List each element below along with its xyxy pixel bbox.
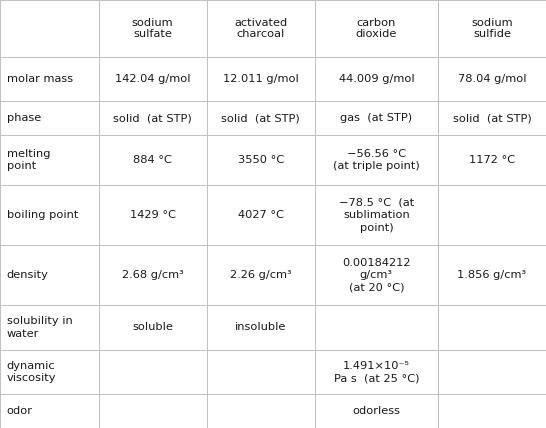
- Text: 1.491×10⁻⁵
Pa s  (at 25 °C): 1.491×10⁻⁵ Pa s (at 25 °C): [334, 361, 419, 383]
- Text: carbon
dioxide: carbon dioxide: [355, 18, 397, 39]
- Text: 44.009 g/mol: 44.009 g/mol: [339, 74, 414, 84]
- Text: 78.04 g/mol: 78.04 g/mol: [458, 74, 526, 84]
- Text: 0.00184212
g/cm³
(at 20 °C): 0.00184212 g/cm³ (at 20 °C): [342, 258, 411, 293]
- Text: density: density: [7, 270, 49, 280]
- Text: solid  (at STP): solid (at STP): [114, 113, 192, 123]
- Text: odorless: odorless: [352, 406, 400, 416]
- Text: phase: phase: [7, 113, 41, 123]
- Text: sodium
sulfate: sodium sulfate: [132, 18, 174, 39]
- Text: boiling point: boiling point: [7, 210, 78, 220]
- Text: −78.5 °C  (at
sublimation
point): −78.5 °C (at sublimation point): [339, 198, 414, 233]
- Text: 2.68 g/cm³: 2.68 g/cm³: [122, 270, 183, 280]
- Text: solid  (at STP): solid (at STP): [221, 113, 300, 123]
- Text: 1429 °C: 1429 °C: [130, 210, 176, 220]
- Text: odor: odor: [7, 406, 33, 416]
- Text: gas  (at STP): gas (at STP): [340, 113, 412, 123]
- Text: dynamic
viscosity: dynamic viscosity: [7, 361, 56, 383]
- Text: 12.011 g/mol: 12.011 g/mol: [223, 74, 299, 84]
- Text: insoluble: insoluble: [235, 322, 286, 333]
- Text: 142.04 g/mol: 142.04 g/mol: [115, 74, 191, 84]
- Text: 2.26 g/cm³: 2.26 g/cm³: [230, 270, 292, 280]
- Text: activated
charcoal: activated charcoal: [234, 18, 287, 39]
- Text: melting
point: melting point: [7, 149, 50, 171]
- Text: sodium
sulfide: sodium sulfide: [471, 18, 513, 39]
- Text: 1172 °C: 1172 °C: [469, 155, 515, 165]
- Text: 1.856 g/cm³: 1.856 g/cm³: [458, 270, 526, 280]
- Text: solid  (at STP): solid (at STP): [453, 113, 531, 123]
- Text: 3550 °C: 3550 °C: [238, 155, 284, 165]
- Text: 4027 °C: 4027 °C: [238, 210, 284, 220]
- Text: soluble: soluble: [132, 322, 173, 333]
- Text: solubility in
water: solubility in water: [7, 316, 72, 339]
- Text: 884 °C: 884 °C: [133, 155, 172, 165]
- Text: −56.56 °C
(at triple point): −56.56 °C (at triple point): [333, 149, 420, 171]
- Text: molar mass: molar mass: [7, 74, 73, 84]
